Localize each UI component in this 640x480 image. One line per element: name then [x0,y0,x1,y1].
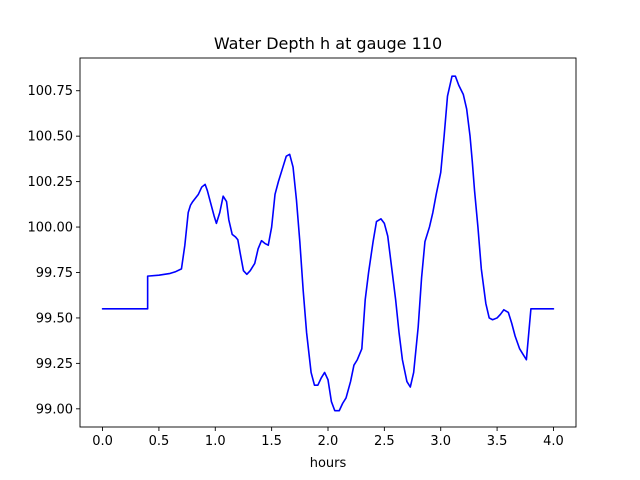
x-tick-label: 0.0 [92,434,113,449]
x-tick-label: 0.5 [149,434,170,449]
plot-area [79,57,577,428]
plot-frame [79,57,577,428]
x-axis-label: hours [310,456,347,471]
y-tick-label: 100.75 [28,84,74,99]
y-tick-label: 99.50 [36,311,73,326]
x-tick-label: 4.0 [543,434,564,449]
x-tick-label: 2.5 [374,434,395,449]
y-tick-label: 99.00 [36,402,73,417]
x-tick-label: 1.0 [205,434,226,449]
y-tick-label: 99.75 [36,266,73,281]
x-axis: 0.0 0.5 1.0 1.5 2.0 2.5 3.0 3.5 4.0 [92,427,564,449]
data-line-0 [101,75,555,412]
chart-title: Water Depth h at gauge 110 [214,34,442,53]
x-tick-label: 3.0 [430,434,451,449]
x-tick-label: 3.5 [487,434,508,449]
y-axis: 99.00 99.25 99.50 99.75 100.00 100.25 100.50 10… [28,84,80,417]
x-tick-label: 2.0 [318,434,339,449]
y-tick-label: 100.50 [28,130,74,145]
y-tick-label: 99.25 [36,357,73,372]
y-tick-label: 100.00 [28,221,74,236]
y-tick-label: 100.25 [28,175,74,190]
x-tick-label: 1.5 [261,434,282,449]
